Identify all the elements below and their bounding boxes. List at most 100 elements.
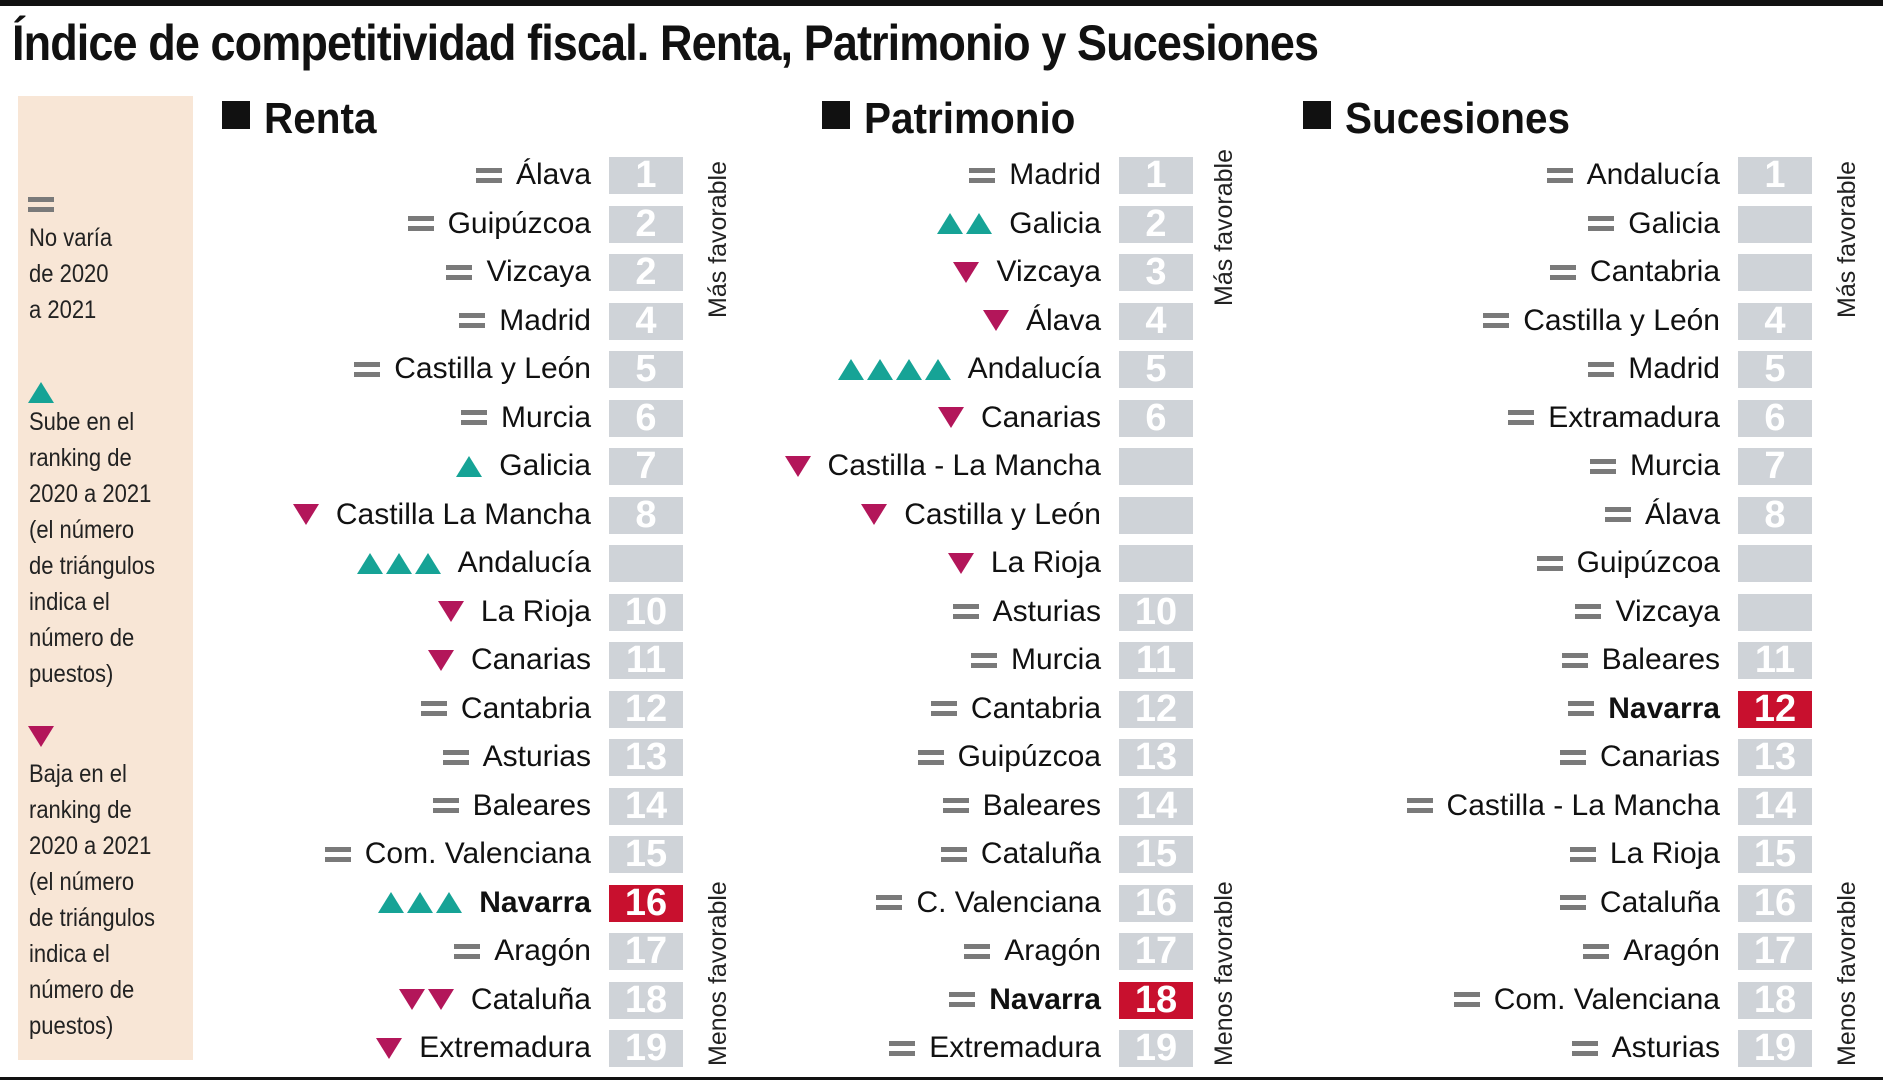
rank-box: 18 <box>609 981 683 1019</box>
triangle-up-icon <box>456 445 485 485</box>
rank-box: 10 <box>609 593 683 631</box>
rank-box: 12 <box>1738 690 1812 728</box>
equals-icon <box>1588 215 1615 232</box>
equals-icon <box>970 652 997 669</box>
region-name: Andalucía <box>1586 158 1720 191</box>
region-name: Cataluña <box>470 982 591 1016</box>
region-label: Asturias <box>1571 1028 1720 1068</box>
triangle-down-icon <box>947 552 974 574</box>
equals-icon <box>1604 494 1631 534</box>
equals-icon <box>876 894 903 911</box>
ranking-row: Cataluña 16 <box>1285 883 1812 923</box>
square-bullet-icon <box>1303 101 1331 129</box>
region-name: Castilla - La Mancha <box>827 449 1101 482</box>
region-label: Murcia <box>1589 446 1720 486</box>
equals-icon <box>969 167 996 184</box>
equals-icon <box>1583 943 1610 960</box>
region-label: Canarias <box>937 398 1101 438</box>
rank-box: 4 <box>1738 302 1812 340</box>
region-label: Navarra <box>949 980 1101 1020</box>
region-name: Galicia <box>499 449 591 482</box>
ranking-row: Castilla - La Mancha <box>784 446 1193 486</box>
rank-box <box>1738 545 1812 582</box>
region-label: Murcia <box>460 398 591 438</box>
ranking-row: Cataluña 15 <box>800 834 1193 874</box>
ranking-row: Aragón 17 <box>800 931 1193 971</box>
equals-icon <box>1453 991 1480 1008</box>
equals-icon <box>1583 930 1610 970</box>
ranking-row: Cantabria 12 <box>200 689 683 729</box>
equals-icon <box>969 154 996 194</box>
region-name: Baleares <box>1601 643 1720 676</box>
region-name: Baleares <box>982 788 1101 822</box>
equals-icon <box>1561 639 1588 679</box>
panel-heading: Renta <box>222 94 386 144</box>
equals-icon <box>1508 397 1535 437</box>
ranking-row: Andalucía <box>200 543 683 583</box>
region-name: Murcia <box>1010 643 1101 676</box>
equals-icon <box>1536 542 1563 582</box>
panel-patrimonio: Patrimonio Madrid 1 Galicia 2 Vizcaya 3 Álava 4… <box>784 0 1238 1080</box>
ranking-row: Murcia 6 <box>200 398 683 438</box>
legend-up-text: Sube en el ranking de 2020 a 2021 (el nú… <box>29 408 155 688</box>
top-axis-label: Más favorable <box>704 160 732 318</box>
region-name: Guipúzcoa <box>1576 546 1720 579</box>
region-name: Navarra <box>989 982 1101 1016</box>
region-name: Asturias <box>1611 1031 1720 1064</box>
rank-box: 11 <box>1119 641 1193 679</box>
panel-heading: Patrimonio <box>822 94 1094 144</box>
region-label: Castilla y León <box>861 495 1101 535</box>
rank-box: 15 <box>1738 835 1812 873</box>
region-name: Cantabria <box>970 691 1101 725</box>
region-name: Vizcaya <box>1615 594 1720 628</box>
rank-box: 16 <box>1738 884 1812 922</box>
region-label: Galicia <box>456 446 591 486</box>
rank-box: 16 <box>609 884 683 922</box>
region-label: Extramadura <box>1508 398 1720 438</box>
triangle-down-icon <box>292 504 319 526</box>
ranking-row: Cataluña 18 <box>200 980 683 1020</box>
rank-box: 17 <box>1738 932 1812 970</box>
rank-box: 5 <box>1738 350 1812 388</box>
triangle-up-icon <box>378 892 405 914</box>
region-label: Cataluña <box>1559 883 1720 923</box>
ranking-row: Vizcaya <box>1285 592 1812 632</box>
triangle-down-icon <box>292 494 322 534</box>
triangle-down-icon <box>947 542 977 582</box>
equals-icon <box>952 603 979 620</box>
region-label: Asturias <box>442 737 591 777</box>
region-name: Castilla y León <box>904 497 1101 531</box>
rank-box: 4 <box>1119 302 1193 340</box>
ranking-row: La Rioja 10 <box>200 592 683 632</box>
triangle-up-icon <box>407 892 434 914</box>
rank-box: 14 <box>609 787 683 825</box>
equals-icon <box>407 203 434 243</box>
region-label: Baleares <box>942 786 1101 826</box>
ranking-row: Castilla - La Mancha 14 <box>1285 786 1812 826</box>
ranking-row: Galicia 7 <box>200 446 683 486</box>
region-name: Guipúzcoa <box>447 206 591 240</box>
rank-box <box>1738 254 1812 291</box>
equals-icon <box>1568 700 1595 717</box>
equals-icon <box>964 930 991 970</box>
equals-icon <box>1589 458 1616 475</box>
region-label: Com. Valenciana <box>1453 980 1720 1020</box>
equals-icon <box>1604 506 1631 523</box>
region-name: C. Valenciana <box>916 885 1101 919</box>
equals-icon <box>942 797 969 814</box>
ranking-row: Extremadura 19 <box>800 1028 1193 1068</box>
rank-box: 13 <box>1738 738 1812 776</box>
bottom-axis-label: Menos favorable <box>704 881 732 1066</box>
region-name: Murcia <box>500 400 591 434</box>
region-name: Aragón <box>1623 934 1720 967</box>
region-label: Aragón <box>964 931 1101 971</box>
triangle-up-icon <box>385 552 412 574</box>
rank-box <box>1119 545 1193 582</box>
ranking-row: Asturias 19 <box>1285 1028 1812 1068</box>
ranking-row: Canarias 6 <box>800 398 1193 438</box>
equals-icon <box>454 943 481 960</box>
rank-box: 19 <box>1119 1029 1193 1067</box>
equals-icon <box>1575 603 1602 620</box>
region-name: Castilla La Mancha <box>335 497 591 531</box>
region-name: Canarias <box>470 643 591 676</box>
